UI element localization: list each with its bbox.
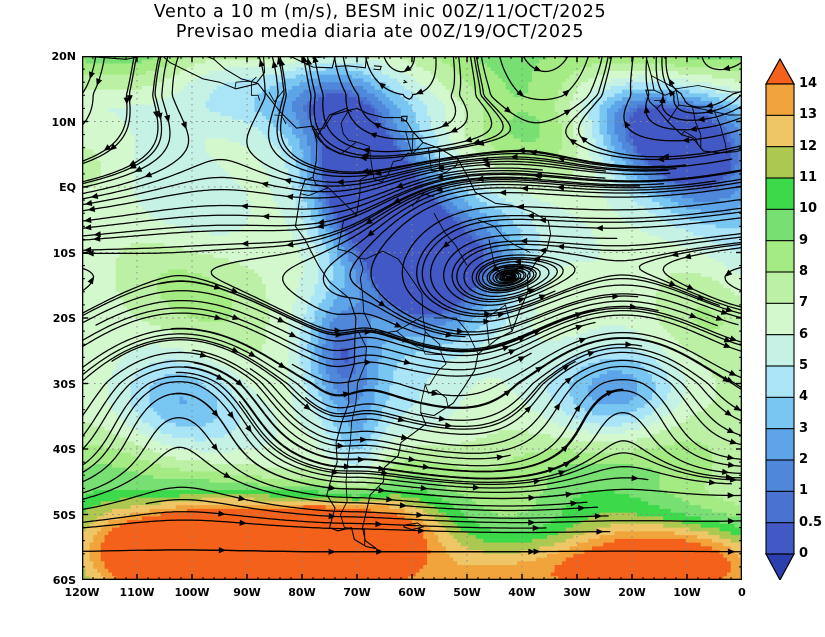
x-tick-60W: 60W bbox=[398, 586, 426, 599]
x-tick-120W: 120W bbox=[64, 586, 100, 599]
chart-title-block: Vento a 10 m (m/s), BESM inic 00Z/11/OCT… bbox=[0, 2, 760, 42]
y-tick-50S: 50S bbox=[52, 508, 76, 522]
colorbar-tick-6: 6 bbox=[799, 326, 809, 342]
y-tick-40S: 40S bbox=[52, 443, 76, 456]
colorbar-svg bbox=[764, 57, 796, 582]
x-tick-10W: 10W bbox=[673, 586, 701, 599]
colorbar-tick-13: 13 bbox=[799, 107, 818, 123]
map-plot-area bbox=[82, 56, 742, 580]
chart-title-line-1: Vento a 10 m (m/s), BESM inic 00Z/11/OCT… bbox=[153, 2, 607, 22]
colorbar-tick-2: 2 bbox=[799, 452, 809, 467]
colorbar-tick-7: 7 bbox=[799, 295, 809, 311]
x-tick-0: 0 bbox=[738, 586, 746, 599]
y-tick-10N: 10N bbox=[51, 115, 76, 129]
colorbar-tick-9: 9 bbox=[799, 232, 809, 248]
x-tick-100W: 100W bbox=[174, 586, 210, 599]
chart-title-line-2: Previsao media diaria ate 00Z/19/OCT/202… bbox=[175, 22, 585, 42]
colorbar bbox=[764, 57, 796, 582]
colorbar-tick-1: 1 bbox=[799, 483, 809, 499]
x-tick-80W: 80W bbox=[288, 586, 316, 599]
colorbar-tick-8: 8 bbox=[799, 264, 809, 279]
y-tick-60S: 60S bbox=[52, 574, 76, 587]
colorbar-tick-3: 3 bbox=[799, 420, 809, 436]
y-tick-EQ: EQ bbox=[59, 181, 76, 194]
x-tick-50W: 50W bbox=[453, 586, 481, 599]
country-borders bbox=[234, 75, 742, 546]
colorbar-tick-14: 14 bbox=[799, 76, 818, 91]
x-tick-30W: 30W bbox=[563, 586, 591, 599]
colorbar-over-arrow bbox=[764, 57, 796, 85]
y-tick-20S: 20S bbox=[52, 312, 76, 325]
y-tick-30S: 30S bbox=[52, 377, 76, 391]
wind-streamlines bbox=[82, 56, 742, 555]
y-tick-20N: 20N bbox=[51, 50, 76, 63]
colorbar-tick-10: 10 bbox=[799, 201, 818, 217]
x-tick-40W: 40W bbox=[508, 586, 536, 599]
colorbar-tick-11: 11 bbox=[799, 170, 818, 185]
colorbar-tick-0: 0 bbox=[799, 546, 809, 561]
colorbar-tick-12: 12 bbox=[799, 138, 818, 154]
colorbar-tick-5: 5 bbox=[799, 358, 809, 373]
y-tick-10S: 10S bbox=[52, 246, 76, 260]
colorbar-under-arrow bbox=[764, 553, 796, 582]
x-tick-70W: 70W bbox=[343, 586, 371, 599]
x-tick-20W: 20W bbox=[618, 586, 646, 599]
x-tick-110W: 110W bbox=[119, 586, 155, 599]
plot-frame bbox=[82, 56, 742, 580]
wind-speed-map bbox=[82, 56, 742, 580]
colorbar-tick-0.5: 0.5 bbox=[799, 514, 823, 530]
colorbar-tick-4: 4 bbox=[799, 389, 809, 405]
x-tick-90W: 90W bbox=[233, 586, 261, 599]
